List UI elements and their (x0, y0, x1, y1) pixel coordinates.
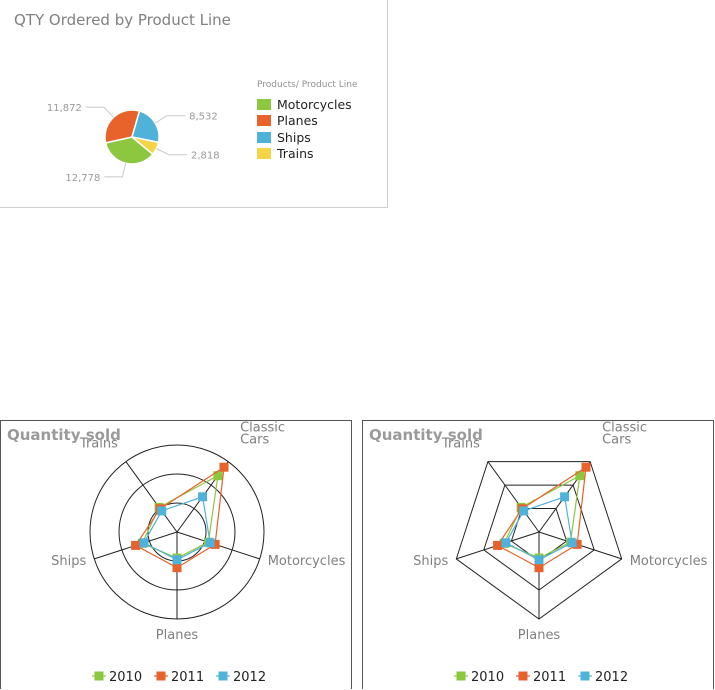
legend-item-planes[interactable]: Planes (257, 112, 318, 128)
legend-item-motorcycles[interactable]: Motorcycles (257, 96, 352, 112)
radar-axis-label-trains: Trains (441, 437, 480, 452)
radar-series-line (496, 466, 587, 569)
pie-slice-ships (131, 110, 160, 144)
legend-label-2011: 2011 (533, 670, 566, 685)
legend-item-ships[interactable]: Ships (257, 129, 311, 145)
radar-legend: 2010 2011 2012 (454, 670, 628, 685)
radar-point (567, 538, 577, 548)
radar-chart-panel-polygon: Classic Cars Motorcycles Planes Ships Trains 2… (362, 420, 714, 689)
radar-series-line (143, 496, 211, 561)
legend-label: Ships (277, 129, 311, 145)
radar-point (534, 555, 544, 565)
pie-chart-panel: 12,778 11,872 8,532 2,818 QTY Ordered by Pr… (0, 0, 388, 208)
radar-axis-label-line: Cars (240, 433, 269, 448)
pie-slice-motorcycles (104, 136, 154, 165)
legend-label-2011: 2011 (171, 670, 204, 685)
radar-point (139, 538, 149, 548)
radar-axis-label-line: Cars (602, 433, 631, 448)
pie-chart-title: QTY Ordered by Product Line (14, 11, 231, 29)
radar-point (157, 506, 167, 516)
radar-series-line (134, 466, 225, 569)
pie-slice-trains (131, 136, 160, 156)
radar-point (581, 462, 591, 472)
radar-axis-label-ships: Ships (51, 554, 86, 569)
radar-chart-circle: Classic Cars Motorcycles Planes Ships Trains 2… (51, 421, 346, 685)
radar-chart-title: Quantity sold (369, 426, 483, 444)
radar-axis-line (125, 461, 178, 533)
radar-series-2012 (501, 492, 577, 565)
pie-data-label: 11,872 (47, 103, 82, 114)
radar-series-line (505, 496, 573, 561)
radar-chart-title: Quantity sold (7, 426, 121, 444)
radar-axis-label-trains: Trains (79, 437, 118, 452)
legend-marker (156, 671, 166, 681)
radar-point (534, 563, 544, 573)
pie-data-label: 2,818 (191, 151, 220, 162)
legend-marker (94, 671, 104, 681)
pie-leader-line (154, 115, 186, 124)
radar-point (172, 563, 182, 573)
radar-grid-ring (455, 461, 623, 620)
radar-axis-label-classic-cars: Classic Cars (602, 421, 647, 448)
radar-series-2012 (139, 492, 215, 565)
legend-swatch (257, 98, 271, 110)
radar-axis-label-planes: Planes (156, 628, 199, 643)
legend-swatch (257, 114, 271, 126)
legend-marker (518, 671, 528, 681)
legend-label-2012: 2012 (595, 670, 628, 685)
radar-series-2010 (137, 471, 223, 563)
legend-marker (580, 671, 590, 681)
radar-point (210, 539, 220, 549)
legend-marker (218, 671, 228, 681)
pie-data-label: 8,532 (189, 112, 218, 123)
radar-grid-ring (483, 484, 595, 591)
pie-data-label: 12,778 (65, 173, 100, 184)
radar-grid (455, 461, 623, 620)
radar-point (575, 471, 585, 481)
pie-slice-planes (104, 109, 141, 144)
radar-point (572, 539, 582, 549)
pie-legend-title: Products/ Product Line (257, 80, 358, 90)
radar-axis-label-planes: Planes (518, 628, 561, 643)
legend-label: Trains (277, 145, 314, 161)
legend-marker (456, 671, 466, 681)
legend-swatch (257, 131, 271, 143)
radar-axis-label-line: Classic (602, 421, 647, 436)
legend-label-2012: 2012 (233, 670, 266, 685)
legend-label: Planes (277, 112, 318, 128)
legend-label-2010: 2010 (471, 670, 504, 685)
radar-point (219, 462, 229, 472)
radar-axis-label-ships: Ships (413, 554, 448, 569)
radar-axis-label-motorcycles: Motorcycles (630, 554, 708, 569)
pie-leader-line (104, 163, 127, 178)
radar-point (131, 540, 141, 550)
pie-leader-line (156, 148, 187, 156)
radar-axis-line (487, 461, 540, 533)
legend-item-trains[interactable]: Trains (257, 145, 314, 161)
pie-chart: 12,778 11,872 8,532 2,818 (47, 103, 220, 184)
radar-point (213, 471, 223, 481)
radar-point (519, 506, 529, 516)
radar-point (501, 538, 511, 548)
radar-chart-panel-circle: Classic Cars Motorcycles Planes Ships Trains 2… (0, 420, 352, 689)
radar-grid (89, 444, 265, 620)
radar-point (172, 555, 182, 565)
radar-axis-label-motorcycles: Motorcycles (268, 554, 346, 569)
radar-point (205, 538, 215, 548)
radar-point (560, 492, 570, 502)
radar-legend: 2010 2011 2012 (92, 670, 266, 685)
radar-axis-label-line: Classic (240, 421, 285, 436)
radar-chart-polygon: Classic Cars Motorcycles Planes Ships Trains 2… (413, 421, 708, 685)
legend-swatch (257, 147, 271, 159)
radar-point (493, 540, 503, 550)
legend-label-2010: 2010 (109, 670, 142, 685)
pie-leader-line (85, 106, 114, 118)
radar-point (198, 492, 208, 502)
radar-axis-label-classic-cars: Classic Cars (240, 421, 285, 448)
legend-label: Motorcycles (277, 96, 352, 112)
